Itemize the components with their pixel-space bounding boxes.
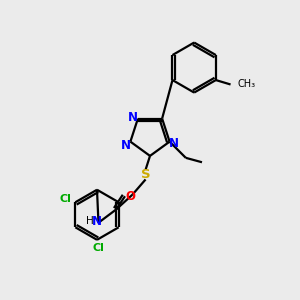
Text: Cl: Cl	[59, 194, 71, 204]
Text: Cl: Cl	[92, 243, 104, 253]
Text: H: H	[86, 216, 94, 226]
Text: N: N	[92, 215, 102, 228]
Text: O: O	[125, 190, 135, 203]
Text: N: N	[169, 136, 179, 150]
Text: CH₃: CH₃	[237, 80, 255, 89]
Text: N: N	[128, 111, 138, 124]
Text: N: N	[121, 139, 131, 152]
Text: S: S	[141, 168, 150, 181]
